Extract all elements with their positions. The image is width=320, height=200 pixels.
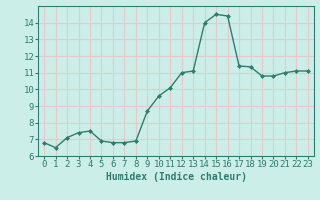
X-axis label: Humidex (Indice chaleur): Humidex (Indice chaleur) — [106, 172, 246, 182]
